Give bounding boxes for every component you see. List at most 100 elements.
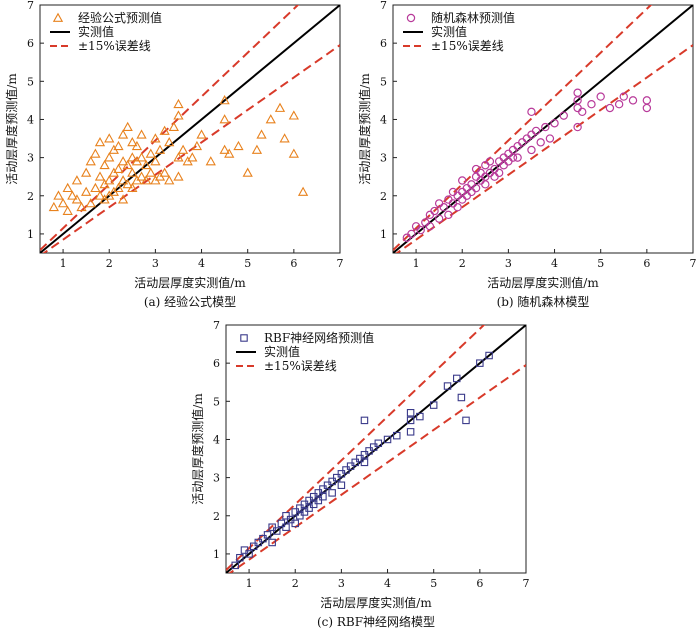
data-point [471,183,481,193]
data-point [159,167,170,177]
data-point [333,473,341,482]
data-point [173,110,184,120]
data-point [406,428,415,436]
data-point [288,148,299,158]
data-point [94,171,106,181]
x-tick-label: 2 [106,257,113,270]
y-tick-label: 7 [380,0,387,12]
data-point [494,168,504,178]
data-point [328,477,336,486]
data-point [439,203,448,212]
data-point [485,157,495,166]
data-point [490,172,499,181]
data-point [136,129,147,139]
data-point [471,172,481,181]
data-point [619,92,628,101]
y-tick-label: 6 [213,357,220,370]
data-point [282,523,290,531]
data-point [164,137,175,147]
data-point [141,175,152,185]
data-point [90,148,101,158]
data-point [76,201,87,212]
y-tick-label: 6 [380,37,387,50]
data-point [291,508,299,516]
data-point [265,114,276,124]
data-point [545,134,555,143]
data-point [416,412,424,421]
data-point [425,222,435,231]
data-point [136,152,147,162]
data-point [168,121,179,132]
data-point [286,515,295,524]
data-point [154,144,166,154]
x-tick-label: 3 [152,257,159,270]
data-point [164,175,175,185]
data-point [605,103,615,113]
data-point [122,159,133,170]
legend-marker [240,334,248,342]
data-point [273,527,281,535]
y-axis-label: 活动层厚度预测值/m [357,73,372,185]
data-point [559,111,568,120]
y-tick-label: 2 [27,190,34,203]
panel-a-empirical-formula: 1 1 2 2 3 3 4 4 5 5 6 6 7 7 经验公式预测值实测值±15%误差线活动层厚度实测值/… [4,0,344,309]
legend-label: 实测值 [78,24,114,39]
data-point [513,153,522,162]
data-point [240,546,249,554]
plot-frame [392,4,694,254]
x-axis-label: 活动层厚度实测值/m [487,275,599,290]
data-point [173,171,184,181]
data-point [406,409,415,417]
y-tick-label: 1 [27,228,34,241]
data-point [173,98,184,109]
panel-caption: (a) 经验公式模型 [144,294,236,309]
data-point [300,508,309,516]
data-point [393,431,401,440]
data-point [305,504,313,512]
data-point [328,489,336,497]
data-point [365,447,373,455]
data-point [319,492,327,501]
data-point [337,481,346,489]
data-point [614,99,624,109]
y-axis-label: 活动层厚度预测值/m [4,73,19,185]
data-point [642,103,652,113]
data-point [53,190,64,200]
x-tick-label: 3 [338,577,345,590]
x-tick-label: 1 [60,257,67,270]
data-point [249,542,258,551]
data-point [531,126,541,136]
data-point [254,538,263,547]
data-point [360,416,369,425]
upper-error-line [393,5,653,251]
data-point [383,435,392,444]
data-point [263,531,272,539]
data-point [71,175,83,185]
data-point [314,489,323,497]
data-point [81,167,92,177]
data-points [48,95,309,215]
legend-label: ±15%误差线 [78,39,151,53]
data-point [337,470,346,478]
data-point [219,114,230,124]
upper-error-line [226,325,486,571]
x-tick-label: 1 [246,577,253,590]
data-point [99,159,110,170]
data-point [291,519,299,528]
x-tick-label: 4 [551,257,558,270]
data-point [268,538,276,547]
y-tick-label: 3 [27,152,34,165]
y-tick-label: 5 [380,75,387,88]
data-point [122,121,133,132]
y-tick-label: 7 [27,0,34,12]
data-point [541,122,550,132]
data-point [94,190,106,200]
data-point [224,148,235,158]
data-point [57,198,69,208]
y-tick-label: 4 [27,113,34,126]
panel-b-random-forest: 1 1 2 2 3 3 4 4 5 5 6 6 7 7 随机森林预测值实测值±15%误差线活动层厚度实测值/… [357,0,697,309]
y-tick-label: 3 [380,152,387,165]
panel-caption: (c) RBF神经网络模型 [317,614,435,629]
y-tick-label: 1 [380,228,387,241]
